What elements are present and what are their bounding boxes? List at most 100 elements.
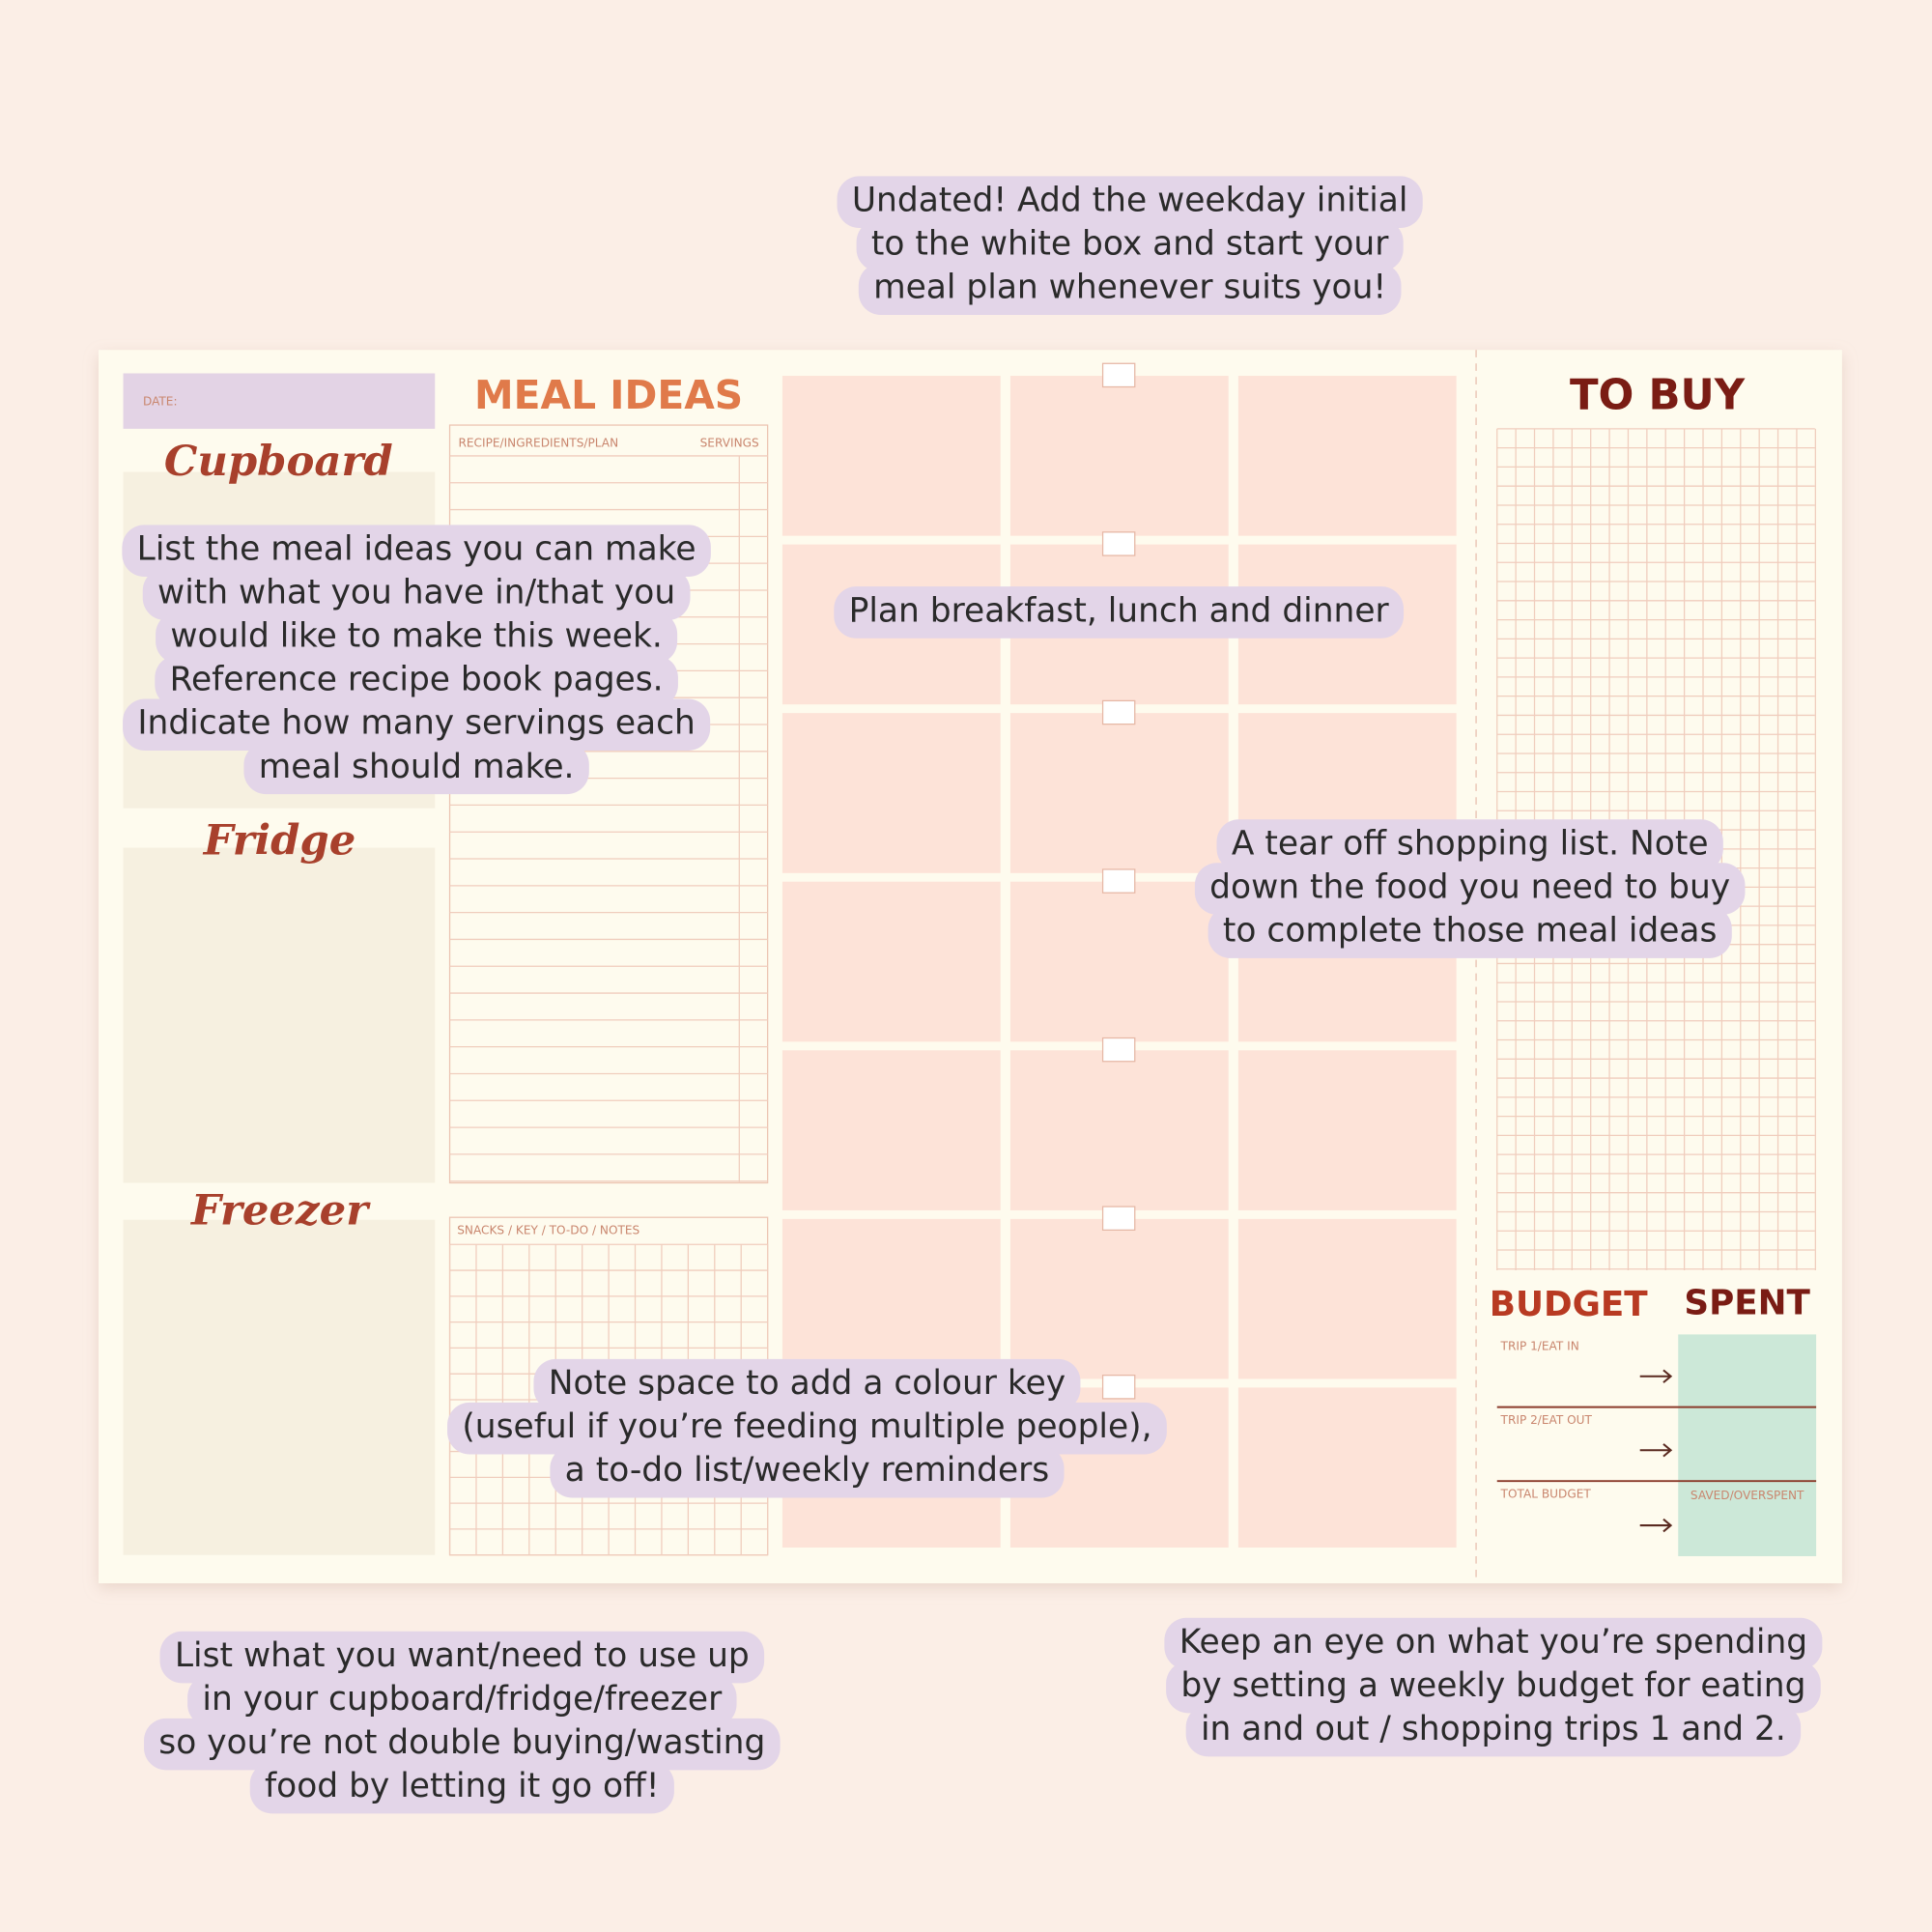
- saved-label: SAVED/OVERSPENT: [1690, 1489, 1804, 1502]
- annotation-line: A tear off shopping list. Note: [1232, 825, 1709, 864]
- annotation-highlight: [1164, 1617, 1823, 1757]
- highlight: [1185, 1704, 1802, 1757]
- day-checkbox: [1101, 699, 1136, 725]
- highlight: [1216, 819, 1723, 871]
- annotation-line: Undated! Add the weekday initial: [852, 182, 1408, 220]
- highlight: [447, 1402, 1167, 1455]
- to-buy-title: TO BUY: [1570, 371, 1746, 419]
- meal-ideas-title: MEAL IDEAS: [474, 372, 743, 418]
- budget-title: BUDGET: [1490, 1285, 1649, 1324]
- highlight: [834, 586, 1405, 639]
- date-box: [123, 373, 436, 429]
- annotation-line: Keep an eye on what you’re spending: [1179, 1623, 1807, 1662]
- servings-header: SERVINGS: [700, 437, 759, 450]
- highlight: [142, 568, 691, 620]
- date-label: DATE:: [143, 394, 178, 408]
- freezer-title: Freezer: [189, 1185, 371, 1235]
- annotation-highlight: [834, 586, 1405, 639]
- annotation-highlight: [1194, 819, 1746, 958]
- highlight: [1166, 1661, 1821, 1714]
- arrow: [1639, 1518, 1673, 1533]
- day-checkbox: [1101, 868, 1136, 894]
- annotation-line: to complete those meal ideas: [1223, 912, 1718, 951]
- meal-cell: [781, 1218, 1001, 1379]
- annotation: A tear off shopping list. Note down the f…: [1194, 819, 1746, 958]
- notes-header: SNACKS / KEY / TO-DO / NOTES: [457, 1224, 639, 1237]
- annotation: Note space to add a colour key (useful if…: [447, 1358, 1167, 1498]
- annotation-line: Indicate how many servings each: [137, 704, 695, 743]
- fridge-box: [123, 847, 436, 1183]
- annotation-line: meal plan whenever suits you!: [873, 269, 1386, 307]
- highlight: [243, 742, 589, 795]
- highlight: [858, 263, 1402, 316]
- annotation-line: down the food you need to buy: [1209, 868, 1730, 907]
- fridge-title: Fridge: [202, 816, 356, 866]
- spent-title: SPENT: [1684, 1284, 1810, 1323]
- trip1-label: TRIP 1/EAT IN: [1500, 1340, 1579, 1353]
- annotation-line: Note space to add a colour key: [549, 1364, 1065, 1403]
- meal-cell: [1237, 376, 1457, 536]
- highlight: [159, 1631, 765, 1684]
- freezer-box: [123, 1219, 436, 1555]
- meal-cell: [1009, 1050, 1229, 1210]
- annotation-line: List what you want/need to use up: [175, 1636, 750, 1675]
- meal-cell: [1009, 376, 1229, 536]
- annotation-line: so you’re not double buying/wasting: [158, 1723, 765, 1762]
- annotation-highlight: [144, 1631, 781, 1814]
- annotation-line: Plan breakfast, lunch and dinner: [849, 591, 1390, 630]
- highlight: [1208, 906, 1732, 958]
- annotation: Plan breakfast, lunch and dinner: [834, 586, 1405, 639]
- annotation-line: with what you have in/that you: [157, 574, 675, 612]
- meal-cell: [1009, 881, 1229, 1042]
- arrow: [1639, 1369, 1673, 1383]
- annotation-line: in and out / shopping trips 1 and 2.: [1201, 1710, 1786, 1748]
- meal-cell: [1237, 1050, 1457, 1210]
- day-checkbox: [1101, 362, 1136, 388]
- meal-cell: [781, 376, 1001, 536]
- trip2-label: TRIP 2/EAT OUT: [1500, 1413, 1593, 1427]
- highlight: [249, 1761, 674, 1814]
- highlight: [837, 176, 1423, 228]
- meal-cell: [781, 713, 1001, 873]
- annotation-line: would like to make this week.: [170, 617, 662, 656]
- day-checkbox: [1101, 1037, 1136, 1063]
- annotation-line: food by letting it go off!: [265, 1767, 660, 1805]
- meal-cell: [1237, 1387, 1457, 1548]
- annotation: List the meal ideas you can make with wha…: [122, 525, 711, 795]
- highlight: [123, 698, 711, 752]
- annotation-highlight: [837, 176, 1423, 316]
- annotations: Undated! Add the weekday initial to the w…: [122, 176, 1823, 1814]
- meal-cell: [781, 881, 1001, 1042]
- annotation-line: in your cupboard/fridge/freezer: [202, 1680, 723, 1719]
- arrow: [1639, 1443, 1673, 1458]
- highlight: [533, 1358, 1081, 1411]
- annotation: Keep an eye on what you’re spending by se…: [1164, 1617, 1823, 1757]
- highlight: [187, 1674, 737, 1727]
- annotation-line: a to-do list/weekly reminders: [565, 1451, 1050, 1490]
- highlight: [550, 1445, 1065, 1498]
- cupboard-title: Cupboard: [164, 437, 393, 486]
- annotation-line: meal should make.: [259, 748, 575, 786]
- annotation-line: Reference recipe book pages.: [170, 661, 664, 699]
- annotation-highlight: [447, 1358, 1167, 1498]
- highlight: [155, 655, 678, 708]
- meal-cell: [781, 1050, 1001, 1210]
- annotation-line: (useful if you’re feeding multiple peopl…: [462, 1407, 1151, 1446]
- spent-box: [1678, 1334, 1817, 1556]
- recipe-header: RECIPE/INGREDIENTS/PLAN: [458, 437, 618, 450]
- highlight: [856, 219, 1404, 271]
- day-checkbox: [1101, 1375, 1136, 1400]
- annotation-highlight: [122, 525, 711, 795]
- meal-cell: [1009, 1218, 1229, 1379]
- annotation-line: List the meal ideas you can make: [137, 530, 696, 569]
- recipe-box: [448, 424, 769, 1184]
- highlight: [1164, 1617, 1823, 1670]
- highlight: [144, 1718, 781, 1771]
- highlight: [122, 525, 711, 577]
- highlight: [156, 611, 678, 664]
- meal-cell: [1237, 1218, 1457, 1379]
- annotation-line: to the white box and start your: [871, 225, 1389, 264]
- highlight: [1194, 863, 1746, 915]
